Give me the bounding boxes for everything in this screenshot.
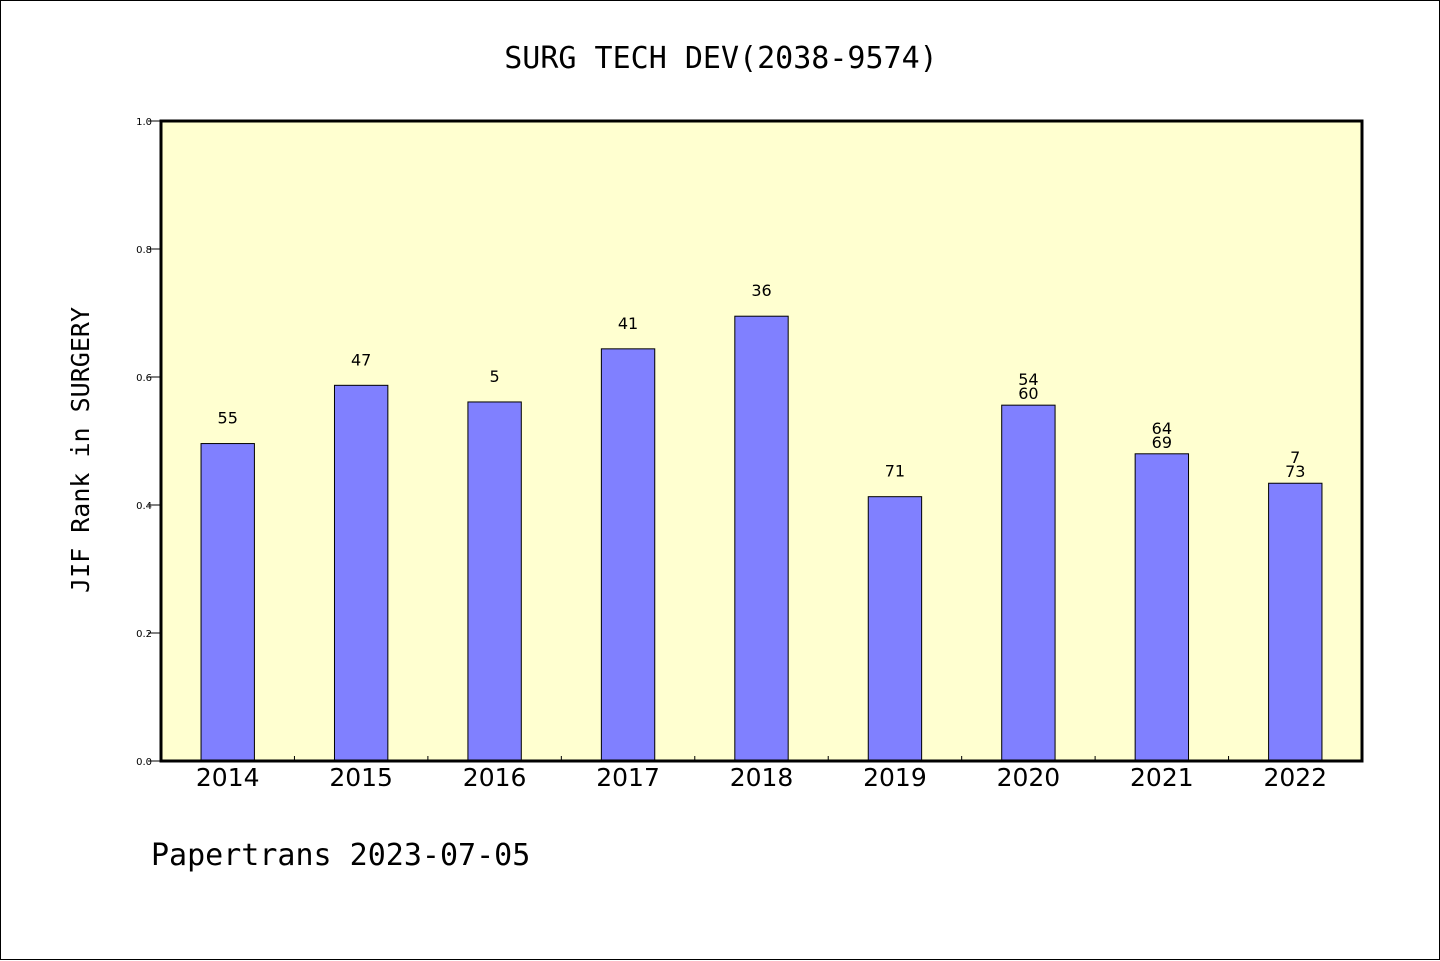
x-tick-label: 2017 — [596, 763, 660, 792]
y-tick-label: 0.4 — [136, 501, 152, 512]
x-tick-label: 2016 — [463, 763, 527, 792]
data-label: 73 — [1285, 462, 1305, 481]
data-label: 41 — [618, 314, 638, 333]
bar-2022 — [1268, 482, 1323, 762]
data-label: 55 — [218, 409, 238, 428]
footer-credit: Papertrans 2023-07-05 — [151, 838, 530, 873]
y-tick-label: 0.8 — [136, 245, 152, 256]
y-tick-label: 1.0 — [136, 117, 152, 128]
bar-2017 — [600, 348, 656, 762]
x-tick-label: 2014 — [196, 763, 260, 792]
bar-2021 — [1134, 453, 1190, 762]
x-tick-label: 2018 — [730, 763, 794, 792]
chart-title: SURG TECH DEV(2038-9574) — [504, 41, 937, 76]
data-label: 36 — [751, 281, 771, 300]
bar-2016 — [467, 401, 522, 762]
bar-2019 — [867, 496, 923, 762]
data-label: 5 — [490, 367, 500, 386]
plot-border — [159, 119, 1364, 763]
data-label: 69 — [1152, 433, 1172, 452]
data-label: 60 — [1018, 384, 1038, 403]
y-tick-label: 0.2 — [136, 629, 152, 640]
data-label: 71 — [885, 462, 905, 481]
x-tick-label: 2021 — [1130, 763, 1194, 792]
x-tick-label: 2022 — [1263, 763, 1327, 792]
x-tick-label: 2019 — [863, 763, 927, 792]
y-axis-label: JIF Rank in SURGERY — [66, 307, 95, 593]
data-label: 7 — [1290, 448, 1300, 467]
y-tick-label: 0.6 — [136, 373, 152, 384]
x-tick-label: 2020 — [997, 763, 1061, 792]
bar-2015 — [333, 384, 389, 762]
x-tick-label: 2015 — [329, 763, 393, 792]
bar-2018 — [734, 315, 789, 762]
data-label: 54 — [1018, 370, 1038, 389]
ticks-group: 0.0 0.2 0.4 0.6 0.8 1.0 — [136, 117, 1230, 768]
data-label: 47 — [351, 350, 371, 369]
bars-group — [200, 315, 1323, 762]
data-label: 64 — [1152, 419, 1172, 438]
data-labels-group: 2014 55 2015 47 2016 5 2017 41 2018 36 2019 71 2020 5… — [196, 281, 1327, 792]
y-tick-label: 0.0 — [136, 757, 152, 768]
bar-2020 — [1001, 404, 1056, 762]
bar-2014 — [200, 443, 255, 762]
